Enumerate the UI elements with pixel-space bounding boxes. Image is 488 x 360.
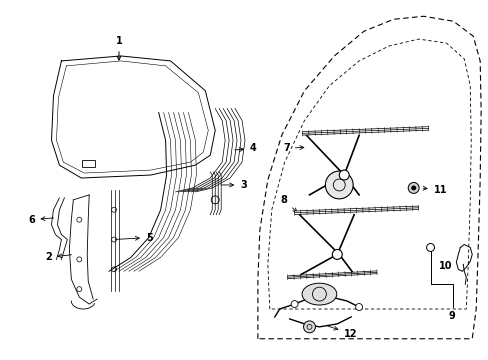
Text: 3: 3 — [221, 180, 246, 190]
Text: 11: 11 — [422, 185, 446, 195]
Text: 8: 8 — [280, 195, 296, 212]
Circle shape — [332, 249, 342, 260]
Circle shape — [339, 170, 348, 180]
Text: 7: 7 — [283, 143, 303, 153]
Text: 6: 6 — [28, 215, 54, 225]
Text: 1: 1 — [115, 36, 122, 60]
Circle shape — [426, 243, 434, 251]
Text: 12: 12 — [326, 326, 357, 339]
Circle shape — [355, 303, 362, 310]
Circle shape — [325, 171, 352, 199]
Bar — [82, 160, 95, 167]
Text: 9: 9 — [447, 311, 454, 321]
Text: 5: 5 — [116, 233, 152, 243]
Circle shape — [303, 321, 315, 333]
Text: 2: 2 — [45, 252, 71, 262]
Circle shape — [290, 301, 298, 307]
Ellipse shape — [302, 283, 336, 305]
Text: 4: 4 — [234, 143, 256, 153]
Circle shape — [407, 183, 418, 193]
Circle shape — [410, 185, 415, 190]
Text: 10: 10 — [438, 261, 451, 271]
